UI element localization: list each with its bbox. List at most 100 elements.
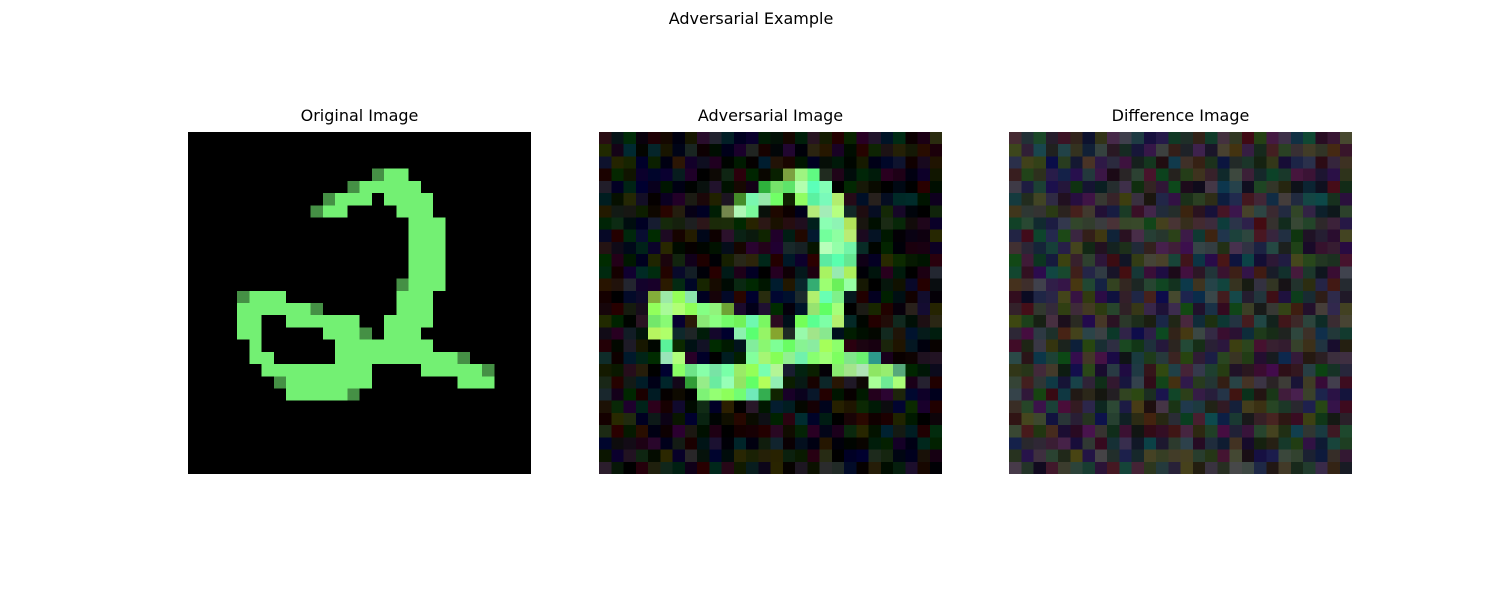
pixel: [697, 400, 710, 414]
pixel: [795, 388, 808, 401]
pixel: [1217, 278, 1230, 292]
pixel: [1045, 449, 1059, 463]
pixel: [298, 364, 311, 377]
pixel: [623, 266, 636, 279]
pixel: [420, 229, 434, 243]
pixel: [518, 388, 531, 401]
pixel: [672, 437, 685, 450]
pixel: [1156, 217, 1169, 230]
pixel: [469, 278, 483, 292]
pixel: [1180, 278, 1193, 292]
pixel: [371, 241, 385, 255]
pixel: [880, 437, 894, 450]
pixel: [1192, 180, 1206, 194]
pixel: [795, 315, 808, 328]
pixel: [1119, 217, 1132, 230]
pixel: [518, 376, 531, 389]
pixel: [261, 376, 274, 389]
pixel: [1094, 193, 1108, 206]
pixel: [733, 193, 747, 206]
pixel: [1021, 400, 1034, 414]
pixel: [893, 168, 906, 182]
pixel: [758, 376, 771, 389]
pixel: [623, 168, 636, 182]
pixel: [929, 315, 942, 328]
pixel: [1217, 303, 1230, 316]
pixel: [286, 376, 299, 389]
pixel: [1094, 425, 1108, 438]
pixel: [298, 144, 311, 157]
pixel: [310, 266, 323, 279]
pixel: [929, 376, 942, 389]
pixel: [322, 132, 336, 145]
pixel: [893, 315, 906, 328]
pixel: [1192, 303, 1206, 316]
pixel: [310, 132, 323, 145]
pixel: [212, 241, 225, 255]
pixel: [224, 388, 238, 401]
pixel: [1205, 461, 1218, 474]
pixel: [1094, 388, 1108, 401]
pixel: [880, 217, 894, 230]
pixel: [746, 364, 759, 377]
pixel: [261, 290, 274, 304]
pixel: [1266, 400, 1279, 414]
pixel: [1131, 400, 1144, 414]
pixel: [1278, 400, 1291, 414]
pixel: [1009, 229, 1022, 243]
pixel: [322, 303, 336, 316]
pixel: [1290, 303, 1304, 316]
pixel: [1021, 461, 1034, 474]
pixel: [599, 388, 612, 401]
pixel: [893, 180, 906, 194]
pixel: [709, 266, 722, 279]
pixel: [856, 437, 869, 450]
pixel: [224, 156, 238, 169]
pixel: [831, 388, 845, 401]
pixel: [868, 180, 881, 194]
pixel: [1045, 412, 1059, 426]
pixel: [929, 254, 942, 267]
pixel: [310, 303, 323, 316]
pixel: [733, 290, 747, 304]
pixel: [782, 290, 796, 304]
pixel: [1021, 315, 1034, 328]
pixel: [746, 132, 759, 145]
pixel: [697, 168, 710, 182]
pixel: [1192, 205, 1206, 218]
pixel: [905, 254, 918, 267]
pixel: [1009, 425, 1022, 438]
pixel: [237, 278, 250, 292]
pixel: [1168, 303, 1181, 316]
pixel: [868, 168, 881, 182]
pixel: [721, 217, 734, 230]
pixel: [709, 425, 722, 438]
pixel: [697, 339, 710, 353]
pixel: [1107, 400, 1120, 414]
pixel: [635, 364, 649, 377]
pixel: [212, 217, 225, 230]
pixel: [697, 376, 710, 389]
pixel: [371, 461, 385, 474]
pixel: [1021, 364, 1034, 377]
pixel: [635, 254, 649, 267]
pixel: [1094, 278, 1108, 292]
pixel: [929, 144, 942, 157]
pixel: [1339, 339, 1352, 353]
pixel: [298, 425, 311, 438]
pixel: [384, 400, 397, 414]
figure-title: Adversarial Example: [668, 9, 834, 28]
pixel: [286, 180, 299, 194]
pixel: [1082, 461, 1095, 474]
pixel: [494, 351, 507, 365]
pixel: [770, 180, 783, 194]
pixel: [506, 205, 519, 218]
pixel: [1033, 449, 1046, 463]
pixel: [770, 449, 783, 463]
pixel: [807, 388, 820, 401]
pixel: [611, 193, 624, 206]
pixel: [1217, 229, 1230, 243]
pixel: [746, 412, 759, 426]
pixel: [831, 180, 845, 194]
pixel: [1290, 437, 1304, 450]
